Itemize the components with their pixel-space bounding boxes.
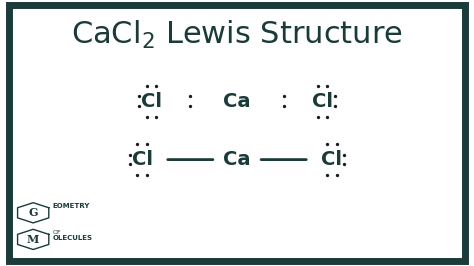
- Text: G: G: [28, 207, 38, 218]
- Text: Cl: Cl: [132, 150, 153, 169]
- Text: Cl: Cl: [141, 92, 162, 111]
- Text: CaCl$_2$ Lewis Structure: CaCl$_2$ Lewis Structure: [71, 19, 403, 51]
- FancyBboxPatch shape: [9, 5, 465, 261]
- Text: Cl: Cl: [312, 92, 333, 111]
- Text: EOMETRY: EOMETRY: [52, 203, 90, 209]
- Text: Ca: Ca: [223, 150, 251, 169]
- Text: OLECULES: OLECULES: [52, 235, 92, 241]
- Text: M: M: [27, 234, 39, 245]
- Text: Cl: Cl: [321, 150, 342, 169]
- Text: OF: OF: [52, 230, 61, 235]
- Text: Ca: Ca: [223, 92, 251, 111]
